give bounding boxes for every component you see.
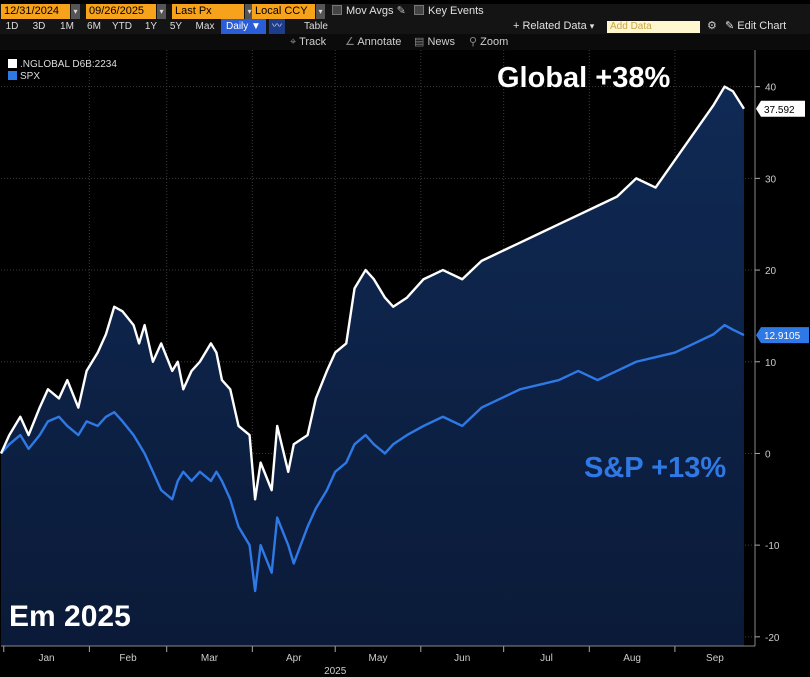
related-data-label: Related Data [522,20,587,32]
end-date-calendar-icon[interactable]: ▾ [157,4,166,19]
start-date-calendar-icon[interactable]: ▾ [71,4,80,19]
mov-avgs-toggle[interactable]: Mov Avgs ✎ [332,4,406,19]
x-tick-label: Jun [454,653,470,664]
line-chart[interactable]: -20 -10 0 10 20 30 40 Jan Feb Mar Apr May Jun Jul Aug S… [0,50,810,677]
zoom-tool[interactable]: ⚲ Zoom [469,34,508,50]
end-date-field[interactable]: 09/26/2025 [86,4,156,19]
related-data-dropdown-icon: ▾ [589,21,595,31]
spx-last-value-tag [756,327,809,344]
news-tool[interactable]: ▤ News [414,34,455,50]
global-area-fill [1,86,744,646]
checkbox-icon [414,5,424,15]
chart-type-icon[interactable]: 〰 [269,19,285,34]
table-button[interactable]: Table [304,21,328,32]
legend-swatch-blue [8,71,17,80]
annotate-tool[interactable]: ∠ Annotate [345,34,401,50]
range-1y-button[interactable]: 1Y [144,21,158,32]
range-6m-button[interactable]: 6M [87,21,101,32]
edit-chart-button[interactable]: ✎ Edit Chart [725,19,786,34]
key-events-label: Key Events [428,5,484,17]
y-tick-label: 20 [765,266,777,277]
y-tick-label: 10 [765,358,777,369]
track-tool[interactable]: ⌖ Track [290,34,326,50]
start-date-field[interactable]: 12/31/2024 [1,4,70,19]
range-ytd-button[interactable]: YTD [112,21,132,32]
mov-avgs-label: Mov Avgs [346,5,394,17]
key-events-toggle[interactable]: Key Events [414,4,484,19]
edit-chart-label: Edit Chart [737,20,787,32]
legend-label: SPX [20,71,41,82]
related-data-button[interactable]: + Related Data ▾ [513,20,595,32]
zoom-icon: ⚲ [469,36,478,48]
pencil-icon[interactable]: ✎ [396,5,406,17]
annotate-icon: ∠ [345,36,355,48]
frequency-select[interactable]: Daily ▼ [221,19,266,34]
spx-series-line[interactable] [0,323,745,593]
x-tick-label: Jul [540,653,553,664]
news-icon: ▤ [414,36,425,48]
x-tick-label: Sep [706,653,724,664]
range-5y-button[interactable]: 5Y [169,21,183,32]
chart-parameters-bar: 12/31/2024 ▾ 09/26/2025 ▾ Last Px ▾ Loca… [0,4,810,19]
x-tick-label: Feb [119,653,137,664]
global-annotation: Global +38% [497,62,671,94]
year-annotation: Em 2025 [9,600,131,633]
y-tick-label: 0 [765,449,771,460]
x-tick-label: May [369,653,388,664]
legend-item-global[interactable]: .NGLOBAL D6B:2234 [8,59,117,70]
range-3d-button[interactable]: 3D [32,21,46,32]
annotate-label: Annotate [357,36,402,48]
y-tick-label: 30 [765,174,777,185]
x-tick-label: Jan [39,653,55,664]
legend-swatch-white [8,59,17,68]
frequency-label: Daily [226,21,249,32]
range-max-button[interactable]: Max [195,21,215,32]
global-series-line[interactable] [0,85,745,501]
y-tick-label: -10 [765,541,780,552]
x-tick-label: Apr [286,653,302,664]
field-select[interactable]: Last Px [172,4,244,19]
y-tick-label: -20 [765,633,780,644]
zoom-label: Zoom [480,36,509,48]
range-1d-button[interactable]: 1D [5,21,19,32]
x-tick-label: Mar [201,653,219,664]
currency-select[interactable]: Local CCY [252,4,315,19]
global-last-value-tag [756,100,805,117]
global-last-value-label: 37.592 [764,105,795,116]
pencil-icon: ✎ [725,20,735,32]
axes: -20 -10 0 10 20 30 40 Jan Feb Mar Apr May Jun Jul Aug S… [1,50,809,677]
add-data-input[interactable]: Add Data [607,21,700,33]
settings-gear-icon[interactable]: ⚙ [707,20,717,32]
track-label: Track [299,36,327,48]
spx-last-value-label: 12.9105 [764,331,801,342]
x-year-label: 2025 [324,666,347,677]
legend-label: .NGLOBAL D6B:2234 [20,59,117,70]
news-label: News [427,36,455,48]
area-fill [1,86,744,646]
field-dropdown-icon[interactable]: ▾ [245,4,254,19]
legend-item-spx[interactable]: SPX [8,71,40,82]
range-bar: 1D 3D 1M 6M YTD 1Y 5Y Max Daily ▼ 〰 Tabl… [0,19,810,34]
y-tick-label: 40 [765,83,777,94]
currency-dropdown-icon[interactable]: ▾ [316,4,325,19]
x-tick-label: Aug [623,653,641,664]
range-1m-button[interactable]: 1M [60,21,74,32]
series-lines [0,85,745,593]
tools-bar: ⌖ Track ∠ Annotate ▤ News ⚲ Zoom [0,34,810,50]
crosshair-icon: ⌖ [290,36,297,48]
sp-annotation: S&P +13% [584,452,727,484]
checkbox-icon [332,5,342,15]
